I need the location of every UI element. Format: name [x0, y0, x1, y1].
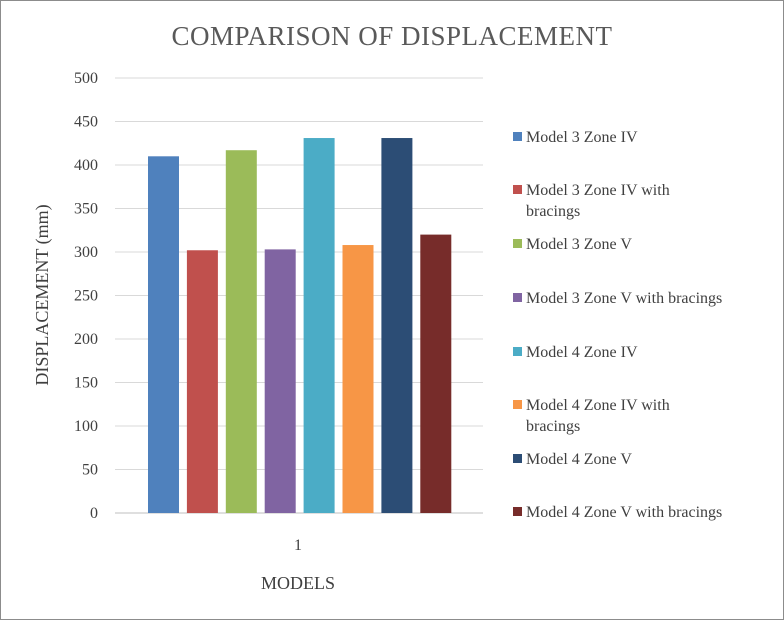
bar-1: [148, 156, 179, 514]
legend-label: Model 3 Zone V with bracings: [526, 290, 722, 307]
bar-4: [264, 249, 296, 513]
y-axis-tick-labels: 0 50 100 150 200 250 300 350 400 450 500: [74, 70, 98, 522]
y-tick-label: 500: [74, 70, 98, 87]
legend-label: Model 4 Zone IV: [526, 344, 638, 361]
y-tick-label: 200: [74, 331, 98, 348]
bar-2: [186, 250, 218, 513]
bar-8: [420, 234, 452, 513]
y-tick-label: 450: [74, 114, 98, 131]
legend-swatch: [513, 347, 522, 356]
legend-label: Model 4 Zone IV with: [526, 397, 670, 414]
bars: [148, 138, 452, 514]
y-tick-label: 0: [90, 505, 98, 522]
chart-title: COMPARISON OF DISPLACEMENT: [171, 21, 612, 51]
legend-label: Model 4 Zone V with bracings: [526, 504, 722, 521]
y-tick-label: 250: [74, 288, 98, 305]
legend-label: Model 3 Zone IV: [526, 129, 638, 146]
y-tick-label: 100: [74, 418, 98, 435]
x-axis-title: MODELS: [261, 573, 335, 593]
legend-swatch: [513, 239, 522, 248]
legend-label: Model 3 Zone V: [526, 236, 632, 253]
legend-label: bracings: [526, 203, 580, 220]
legend-swatch: [513, 293, 522, 302]
bar-7: [381, 138, 413, 513]
y-tick-label: 350: [74, 201, 98, 218]
legend-label: Model 4 Zone V: [526, 451, 632, 468]
bar-3: [225, 150, 257, 513]
y-tick-label: 300: [74, 244, 98, 261]
legend-swatch: [513, 400, 522, 409]
legend-swatch: [513, 185, 522, 194]
y-axis-title: DISPLACEMENT (mm): [32, 204, 53, 385]
legend-swatch: [513, 132, 522, 141]
legend-swatch: [513, 454, 522, 463]
legend-label: bracings: [526, 418, 580, 435]
legend-label: Model 3 Zone IV with: [526, 182, 670, 199]
legend-swatch: [513, 507, 522, 516]
bar-6: [342, 245, 374, 514]
bar-5: [303, 138, 335, 513]
legend: Model 3 Zone IV Model 3 Zone IV with braci…: [513, 129, 722, 521]
x-tick-label: 1: [294, 537, 302, 554]
y-tick-label: 150: [74, 375, 98, 392]
y-tick-label: 50: [82, 462, 98, 479]
y-tick-label: 400: [74, 157, 98, 174]
